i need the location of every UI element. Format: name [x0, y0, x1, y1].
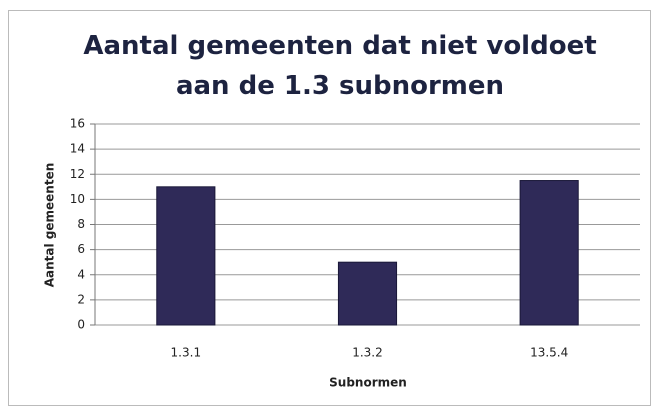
bar: [519, 180, 579, 326]
y-tick-label: 4: [77, 267, 85, 281]
x-tick-label: 13.5.4: [530, 346, 568, 360]
x-axis-label: Subnormen: [329, 376, 407, 390]
x-tick-label: 1.3.2: [352, 346, 383, 360]
x-tick-label: 1.3.1: [171, 346, 202, 360]
bar: [156, 186, 216, 326]
y-tick-label: 12: [70, 167, 85, 181]
chart-title: Aantal gemeenten dat niet voldoet aan de…: [83, 31, 597, 101]
y-tick-label: 0: [77, 318, 85, 332]
y-axis-label: Aantal gemeenten: [43, 163, 57, 288]
y-tick-label: 14: [70, 142, 85, 156]
bar: [337, 261, 398, 326]
chart-frame: [8, 10, 651, 406]
y-tick-label: 8: [77, 217, 85, 231]
y-tick-label: 6: [77, 242, 85, 256]
y-tick-label: 2: [77, 292, 85, 306]
y-tick-label: 10: [70, 192, 85, 206]
y-tick-label: 16: [70, 117, 85, 131]
